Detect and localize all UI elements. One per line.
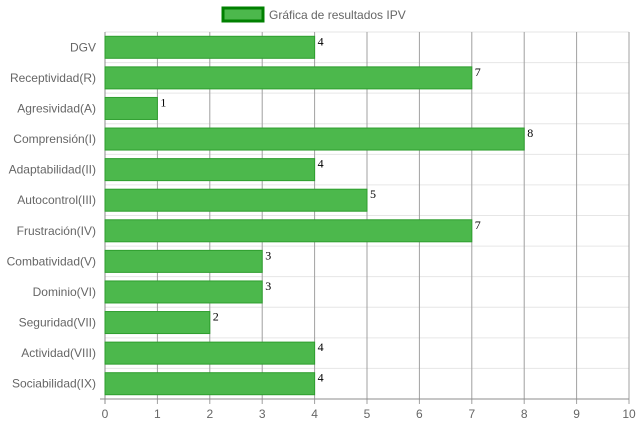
category-label: DGV xyxy=(70,40,96,54)
x-tick-label: 8 xyxy=(521,407,528,421)
bar[interactable] xyxy=(104,219,473,243)
x-tick-label: 1 xyxy=(154,407,161,421)
x-tick-label: 5 xyxy=(364,407,371,421)
category-label: Adaptabilidad(II) xyxy=(9,163,96,177)
category-label: Sociabilidad(IX) xyxy=(12,377,96,391)
x-tick-label: 10 xyxy=(622,407,636,421)
category-label: Frustración(IV) xyxy=(17,224,96,238)
x-tick-label: 9 xyxy=(573,407,580,421)
value-label: 7 xyxy=(475,65,481,79)
category-label: Comprensión(I) xyxy=(13,132,96,146)
x-tick-label: 2 xyxy=(206,407,213,421)
bar[interactable] xyxy=(104,372,316,396)
bar[interactable] xyxy=(104,35,316,59)
legend-label[interactable]: Gráfica de resultados IPV xyxy=(269,8,406,22)
bar[interactable] xyxy=(104,158,316,182)
bar[interactable] xyxy=(104,188,368,212)
x-tick-label: 4 xyxy=(311,407,318,421)
category-label: Seguridad(VII) xyxy=(19,316,96,330)
category-label: Agresividad(A) xyxy=(17,101,96,115)
bar[interactable] xyxy=(104,249,263,273)
bar[interactable] xyxy=(104,127,525,151)
x-tick-label: 0 xyxy=(102,407,109,421)
x-tick-label: 7 xyxy=(468,407,475,421)
x-tick-label: 3 xyxy=(259,407,266,421)
value-label: 4 xyxy=(318,34,324,48)
bar[interactable] xyxy=(104,66,473,90)
value-label: 5 xyxy=(370,187,376,201)
value-labels: 4 7 1 8 4 5 7 3 3 2 4 4 xyxy=(160,34,533,384)
value-label: 2 xyxy=(213,310,219,324)
x-tick-label: 6 xyxy=(416,407,423,421)
category-label: Actividad(VIII) xyxy=(21,346,96,360)
value-label: 4 xyxy=(318,340,324,354)
value-label: 1 xyxy=(160,95,166,109)
value-label: 3 xyxy=(265,248,271,262)
value-label: 8 xyxy=(527,126,533,140)
bar[interactable] xyxy=(104,96,158,120)
bar[interactable] xyxy=(104,311,211,335)
category-label: Autocontrol(III) xyxy=(17,193,96,207)
chart-legend[interactable]: Gráfica de resultados IPV xyxy=(221,6,406,23)
category-label: Dominio(VI) xyxy=(33,285,96,299)
category-labels: DGV Receptividad(R) Agresividad(A) Comprens… xyxy=(7,40,96,390)
bar[interactable] xyxy=(104,280,263,304)
x-axis-ticks: 0 1 2 3 4 5 6 7 8 9 10 xyxy=(102,407,636,421)
category-label: Combatividad(V) xyxy=(7,254,96,268)
legend-swatch[interactable] xyxy=(221,6,265,23)
value-label: 4 xyxy=(318,371,324,385)
bars xyxy=(104,35,525,396)
bar[interactable] xyxy=(104,341,316,365)
category-label: Receptividad(R) xyxy=(10,71,96,85)
value-label: 4 xyxy=(318,157,324,171)
value-label: 7 xyxy=(475,218,481,232)
value-label: 3 xyxy=(265,279,271,293)
